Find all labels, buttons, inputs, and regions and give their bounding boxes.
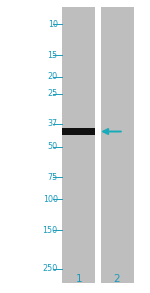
Text: 15: 15 bbox=[48, 51, 58, 59]
Text: 50: 50 bbox=[48, 142, 58, 151]
Text: 10: 10 bbox=[48, 20, 58, 29]
Text: 1: 1 bbox=[75, 274, 82, 284]
Text: 150: 150 bbox=[43, 226, 58, 235]
Text: 2: 2 bbox=[114, 274, 120, 284]
Text: 100: 100 bbox=[43, 195, 58, 204]
FancyBboxPatch shape bbox=[100, 7, 134, 283]
FancyBboxPatch shape bbox=[62, 7, 95, 283]
Text: 20: 20 bbox=[48, 72, 58, 81]
Text: 25: 25 bbox=[48, 89, 58, 98]
Text: 250: 250 bbox=[42, 264, 58, 273]
Text: 37: 37 bbox=[48, 119, 58, 128]
Text: 75: 75 bbox=[48, 173, 58, 182]
FancyBboxPatch shape bbox=[62, 128, 95, 135]
